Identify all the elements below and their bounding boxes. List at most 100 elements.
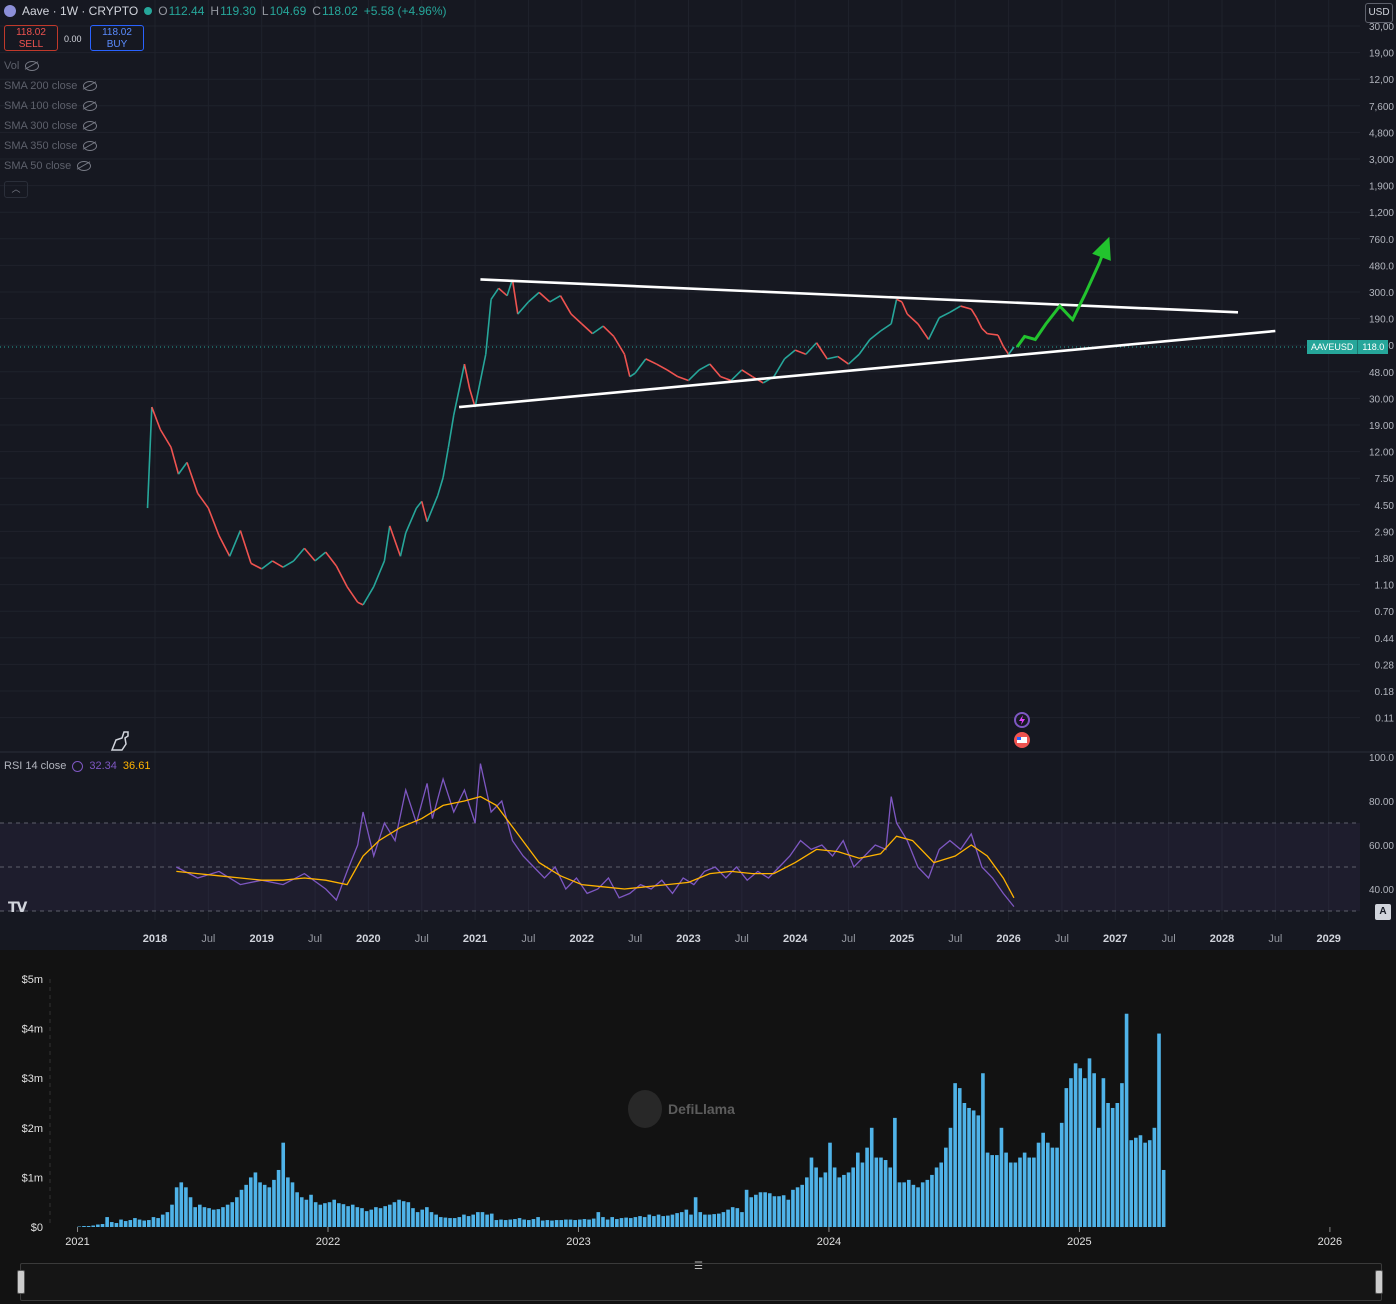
time-tick-label: Jul — [201, 933, 215, 945]
revenue-bar — [360, 1208, 364, 1227]
eye-off-icon[interactable] — [83, 141, 98, 151]
revenue-bar — [902, 1182, 906, 1227]
indicator-sma200[interactable]: SMA 200 close — [4, 80, 98, 92]
grip-icon[interactable]: ☰ — [694, 1261, 703, 1272]
price-segment — [927, 317, 940, 340]
revenue-bar — [207, 1208, 211, 1227]
indicator-vol[interactable]: Vol — [4, 60, 40, 72]
rsi-tick-label: 40.00 — [1369, 885, 1394, 896]
revenue-bar — [230, 1202, 235, 1227]
price-segment — [474, 380, 482, 408]
indicator-sma50[interactable]: SMA 50 close — [4, 160, 92, 172]
revenue-bar — [272, 1179, 276, 1227]
revenue-bar — [494, 1220, 499, 1227]
rsi-title: RSI 14 close — [4, 760, 67, 772]
price-segment — [228, 530, 242, 557]
price-segment — [880, 323, 892, 332]
indicator-sma350[interactable]: SMA 350 close — [4, 140, 98, 152]
revenue-bar — [893, 1117, 897, 1227]
rsi-ma-line — [176, 795, 1015, 899]
price-segment — [602, 325, 615, 338]
revenue-bar — [401, 1201, 406, 1227]
eye-off-icon[interactable] — [77, 161, 92, 171]
rsi-tick-label: 60.00 — [1369, 841, 1394, 852]
revenue-bar — [179, 1182, 184, 1227]
revenue-bar — [281, 1142, 286, 1227]
price-segment — [773, 358, 786, 378]
revenue-bar — [698, 1212, 703, 1227]
price-segment — [335, 565, 348, 588]
price-segment — [666, 369, 679, 378]
tradingview-logo[interactable]: TV — [8, 900, 27, 916]
defillama-panel: $5m $4m $3m $2m $1m $0 2021 2022 2023 2024 2025 202… — [0, 950, 1396, 1304]
time-tick-label: Jul — [735, 933, 749, 945]
time-tick-label: Jul — [948, 933, 962, 945]
flash-icon[interactable] — [1014, 712, 1030, 728]
bar-x-tick-label: 2025 — [1067, 1236, 1091, 1248]
price-segment — [325, 551, 338, 567]
revenue-bar — [828, 1142, 832, 1227]
revenue-bar — [1050, 1147, 1055, 1227]
eye-off-icon[interactable] — [83, 101, 98, 111]
price-segment — [896, 298, 903, 303]
symbol-title[interactable]: Aave · 1W · CRYPTO — [22, 4, 139, 18]
revenue-bar — [679, 1212, 684, 1227]
price-segment — [981, 327, 988, 335]
revenue-bar — [916, 1187, 920, 1227]
cycle-icon[interactable] — [72, 760, 84, 772]
revenue-bar — [990, 1155, 994, 1227]
revenue-bar — [772, 1196, 777, 1227]
collapse-icon[interactable]: ︿ — [4, 181, 28, 198]
revenue-bar — [647, 1214, 652, 1227]
price-tick-label: 2.90 — [1375, 527, 1395, 538]
price-segment — [388, 525, 402, 557]
revenue-bar — [554, 1220, 559, 1227]
price-segment — [399, 532, 407, 557]
revenue-bar — [133, 1218, 137, 1227]
bar-chart[interactable]: $5m $4m $3m $2m $1m $0 2021 2022 2023 2024 2025 202… — [0, 950, 1396, 1304]
rsi-legend[interactable]: RSI 14 close 32.34 36.61 — [4, 760, 150, 772]
time-axis[interactable]: 2018 Jul 2019 Jul 2020 Jul 2021 Jul 2022 Jul 2023 J… — [143, 933, 1341, 945]
bar-y-tick-label: $4m — [22, 1024, 43, 1036]
dino-icon — [110, 731, 129, 751]
price-axis[interactable]: 30,00 19,00 12,00 7,600 4,800 3,000 1,900 1,200… — [1369, 22, 1394, 725]
indicator-sma300[interactable]: SMA 300 close — [4, 120, 98, 132]
flag-icon[interactable] — [1014, 732, 1030, 748]
price-tick-label: 1,900 — [1369, 182, 1394, 193]
currency-button[interactable]: USD — [1365, 3, 1393, 23]
eye-off-icon[interactable] — [25, 61, 40, 71]
eye-off-icon[interactable] — [83, 81, 98, 91]
time-tick-label: Jul — [1268, 933, 1282, 945]
price-chart[interactable]: 30,00 19,00 12,00 7,600 4,800 3,000 1,900 1,200… — [0, 0, 1396, 950]
revenue-bar — [184, 1187, 188, 1227]
defillama-logo-icon — [628, 1090, 662, 1128]
range-slider[interactable] — [20, 1263, 1382, 1301]
range-handle-left[interactable] — [17, 1270, 25, 1294]
sell-button[interactable]: 118.02 SELL — [4, 25, 58, 51]
revenue-bar — [587, 1219, 591, 1227]
indicator-label: SMA 300 close — [4, 120, 78, 132]
price-segment — [447, 414, 455, 448]
revenue-bar — [1143, 1142, 1147, 1227]
revenue-bar — [638, 1216, 642, 1227]
high-label: H — [210, 4, 220, 18]
range-handle-right[interactable] — [1375, 1270, 1383, 1294]
revenue-bar — [642, 1217, 647, 1227]
price-tick-label: 19.00 — [1369, 421, 1394, 432]
auto-scale-button[interactable]: A — [1375, 904, 1391, 920]
revenue-bar — [814, 1167, 818, 1227]
time-tick-label: Jul — [1055, 933, 1069, 945]
revenue-bar — [86, 1226, 91, 1227]
price-segment — [623, 354, 631, 377]
bar-y-tick-label: $0 — [31, 1222, 43, 1234]
price-segment — [442, 447, 450, 478]
revenue-bar — [842, 1174, 846, 1227]
revenue-bar — [309, 1194, 313, 1227]
eye-off-icon[interactable] — [83, 121, 98, 131]
revenue-bar — [332, 1199, 336, 1227]
buy-button[interactable]: 118.02 BUY — [90, 25, 144, 51]
time-tick-label: 2018 — [143, 933, 167, 945]
revenue-bar — [582, 1219, 587, 1227]
bar-y-tick-label: $2m — [22, 1123, 43, 1135]
indicator-sma100[interactable]: SMA 100 close — [4, 100, 98, 112]
